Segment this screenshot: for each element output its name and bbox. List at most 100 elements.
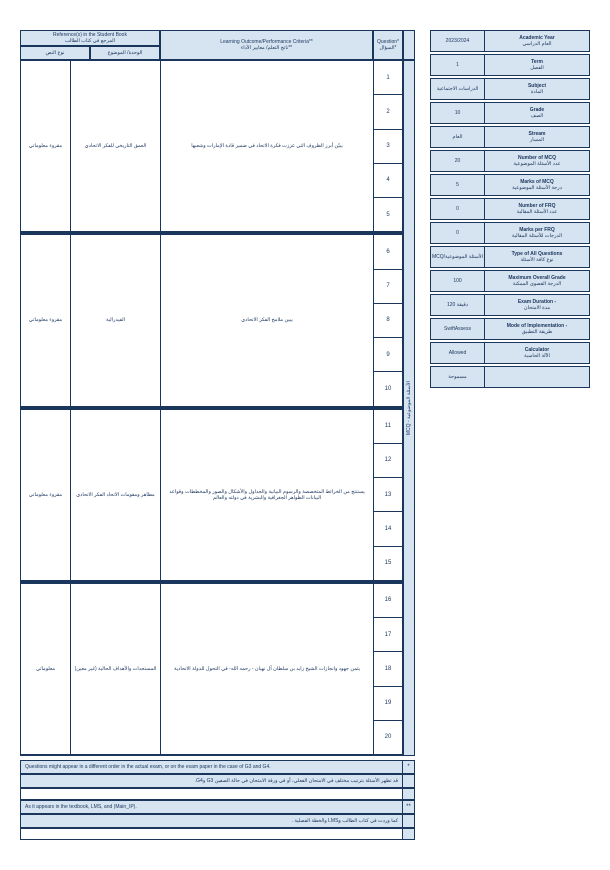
note-en: As it appears in the textbook, LMS, and … — [20, 800, 403, 814]
meta-value: 1 — [430, 54, 485, 76]
meta-row: 2023/2024 Academic Yearالعام الدراسي — [430, 30, 590, 52]
note-en: Questions might appear in a different or… — [20, 760, 403, 774]
meta-value: 5 — [430, 174, 485, 196]
learning-outcome: يبين ملامح الفكر الاتحادي — [160, 234, 373, 406]
meta-label: Number of FRQعدد الأسئلة المقالية — [485, 198, 590, 220]
question-groups: مقروء معلوماتي العمق التاريخي للفكر الات… — [20, 60, 403, 756]
meta-label: Termالفصل — [485, 54, 590, 76]
question-number: 20 — [373, 720, 403, 755]
question-number: 15 — [373, 546, 403, 581]
question-group: مقروء معلوماتي مظاهر ومقومات الاتحاد الف… — [20, 409, 403, 583]
meta-label: Gradeالصف — [485, 102, 590, 124]
meta-row: Allowed Calculatorالآلة الحاسبة — [430, 342, 590, 364]
question-number: 16 — [373, 583, 403, 617]
question-number: 11 — [373, 409, 403, 443]
lo-header-ar: ناتج التعلم/ معايير الأداء** — [241, 45, 292, 51]
question-number: 10 — [373, 371, 403, 406]
question-number: 12 — [373, 443, 403, 477]
meta-label: Number of MCQعدد الأسئلة الموضوعية — [485, 150, 590, 172]
table-header: Reference(s) in the Student Book المرجع … — [20, 30, 415, 60]
meta-value: MCQ/الأسئلة الموضوعية — [430, 246, 485, 268]
meta-value: 2023/2024 — [430, 30, 485, 52]
side-label: الأسئلة الموضوعية - MCQ — [403, 60, 415, 756]
note-spacer — [20, 788, 403, 800]
meta-label: Streamالمسار — [485, 126, 590, 148]
text-type: معلوماتي — [20, 583, 70, 755]
question-number: 18 — [373, 651, 403, 685]
topic: مظاهر ومقومات الاتحاد الفكر الاتحادي — [70, 409, 160, 581]
meta-label: Type of All Questionsنوع كافة الأسئلة — [485, 246, 590, 268]
meta-label — [485, 366, 590, 388]
question-number: 9 — [373, 337, 403, 371]
note-ar: كما وردت في كتاب الطالب وLMS والخطة الفص… — [20, 814, 403, 828]
meta-row: مسموحة — [430, 366, 590, 388]
note-ar: قد تظهر الأسئلة بترتيب مختلف في الامتحان… — [20, 774, 403, 788]
topic: المستجدات والأهداف الحالية (غير معين) — [70, 583, 160, 755]
question-group: مقروء معلوماتي العمق التاريخي للفكر الات… — [20, 60, 403, 234]
question-group: مقروء معلوماتي الفيدرالية يبين ملامح الف… — [20, 234, 403, 408]
q-header-ar: السؤال* — [380, 45, 397, 51]
note-mark: ** — [403, 800, 415, 814]
note-mark: * — [403, 760, 415, 774]
question-number: 8 — [373, 303, 403, 337]
learning-outcome: يبيّن أبرز الظروف التي عززت فكرة الاتحاد… — [160, 60, 373, 232]
meta-row: 20 Number of MCQعدد الأسئلة الموضوعية — [430, 150, 590, 172]
sub-header-unit: الوحدة/ الموضوع — [90, 46, 160, 60]
meta-label: Mode of Implementation -طريقة التطبيق — [485, 318, 590, 340]
meta-row: 1 Termالفصل — [430, 54, 590, 76]
meta-row: 0 Marks per FRQالدرجات للأسئلة المقالية — [430, 222, 590, 244]
meta-label: Marks per FRQالدرجات للأسئلة المقالية — [485, 222, 590, 244]
learning-outcome: يثمن جهود وانجازات الشيخ زايد بن سلطان آ… — [160, 583, 373, 755]
footnotes: Questions might appear in a different or… — [20, 760, 415, 840]
meta-row: 0 Number of FRQعدد الأسئلة المقالية — [430, 198, 590, 220]
question-number: 19 — [373, 686, 403, 720]
meta-value: مسموحة — [430, 366, 485, 388]
meta-value: 0 — [430, 222, 485, 244]
meta-row: 5 Marks of MCQدرجة الأسئلة الموضوعية — [430, 174, 590, 196]
meta-value: Allowed — [430, 342, 485, 364]
text-type: مقروء معلوماتي — [20, 409, 70, 581]
sub-header-text-type: نوع النص — [20, 46, 90, 60]
note-mark — [403, 828, 415, 840]
meta-label: Calculatorالآلة الحاسبة — [485, 342, 590, 364]
text-type: مقروء معلوماتي — [20, 60, 70, 232]
question-number: 2 — [373, 94, 403, 128]
meta-label: Marks of MCQدرجة الأسئلة الموضوعية — [485, 174, 590, 196]
meta-value: 20 — [430, 150, 485, 172]
question-number: 13 — [373, 477, 403, 511]
topic: العمق التاريخي للفكر الاتحادي — [70, 60, 160, 232]
meta-value: SwiftAssess — [430, 318, 485, 340]
text-type: مقروء معلوماتي — [20, 234, 70, 406]
note-spacer — [20, 828, 403, 840]
meta-value: 10 — [430, 102, 485, 124]
question-number: 7 — [373, 269, 403, 303]
question-number: 6 — [373, 234, 403, 268]
note-mark — [403, 814, 415, 828]
note-mark — [403, 788, 415, 800]
meta-row: دقيقة 120 Exam Duration -مدة الامتحان — [430, 294, 590, 316]
meta-row: 10 Gradeالصف — [430, 102, 590, 124]
meta-row: الدراسات الاجتماعية Subjectالمادة — [430, 78, 590, 100]
meta-label: Maximum Overall Gradeالدرجة القصوى الممك… — [485, 270, 590, 292]
main-table: Reference(s) in the Student Book المرجع … — [20, 30, 415, 840]
question-number: 17 — [373, 617, 403, 651]
meta-value: العام — [430, 126, 485, 148]
meta-value: 0 — [430, 198, 485, 220]
meta-row: العام Streamالمسار — [430, 126, 590, 148]
ref-header-ar: المرجع في كتاب الطالب — [65, 38, 115, 44]
question-number: 3 — [373, 129, 403, 163]
note-mark — [403, 774, 415, 788]
topic: الفيدرالية — [70, 234, 160, 406]
meta-value: الدراسات الاجتماعية — [430, 78, 485, 100]
question-number: 1 — [373, 60, 403, 94]
meta-label: Subjectالمادة — [485, 78, 590, 100]
meta-label: Academic Yearالعام الدراسي — [485, 30, 590, 52]
question-number: 4 — [373, 163, 403, 197]
question-group: معلوماتي المستجدات والأهداف الحالية (غير… — [20, 583, 403, 756]
meta-value: دقيقة 120 — [430, 294, 485, 316]
meta-value: 100 — [430, 270, 485, 292]
meta-label: Exam Duration -مدة الامتحان — [485, 294, 590, 316]
learning-outcome: يستنتج من الخرائط المتخصصة والرسوم البيا… — [160, 409, 373, 581]
meta-row: MCQ/الأسئلة الموضوعية Type of All Questi… — [430, 246, 590, 268]
meta-row: SwiftAssess Mode of Implementation -طريق… — [430, 318, 590, 340]
